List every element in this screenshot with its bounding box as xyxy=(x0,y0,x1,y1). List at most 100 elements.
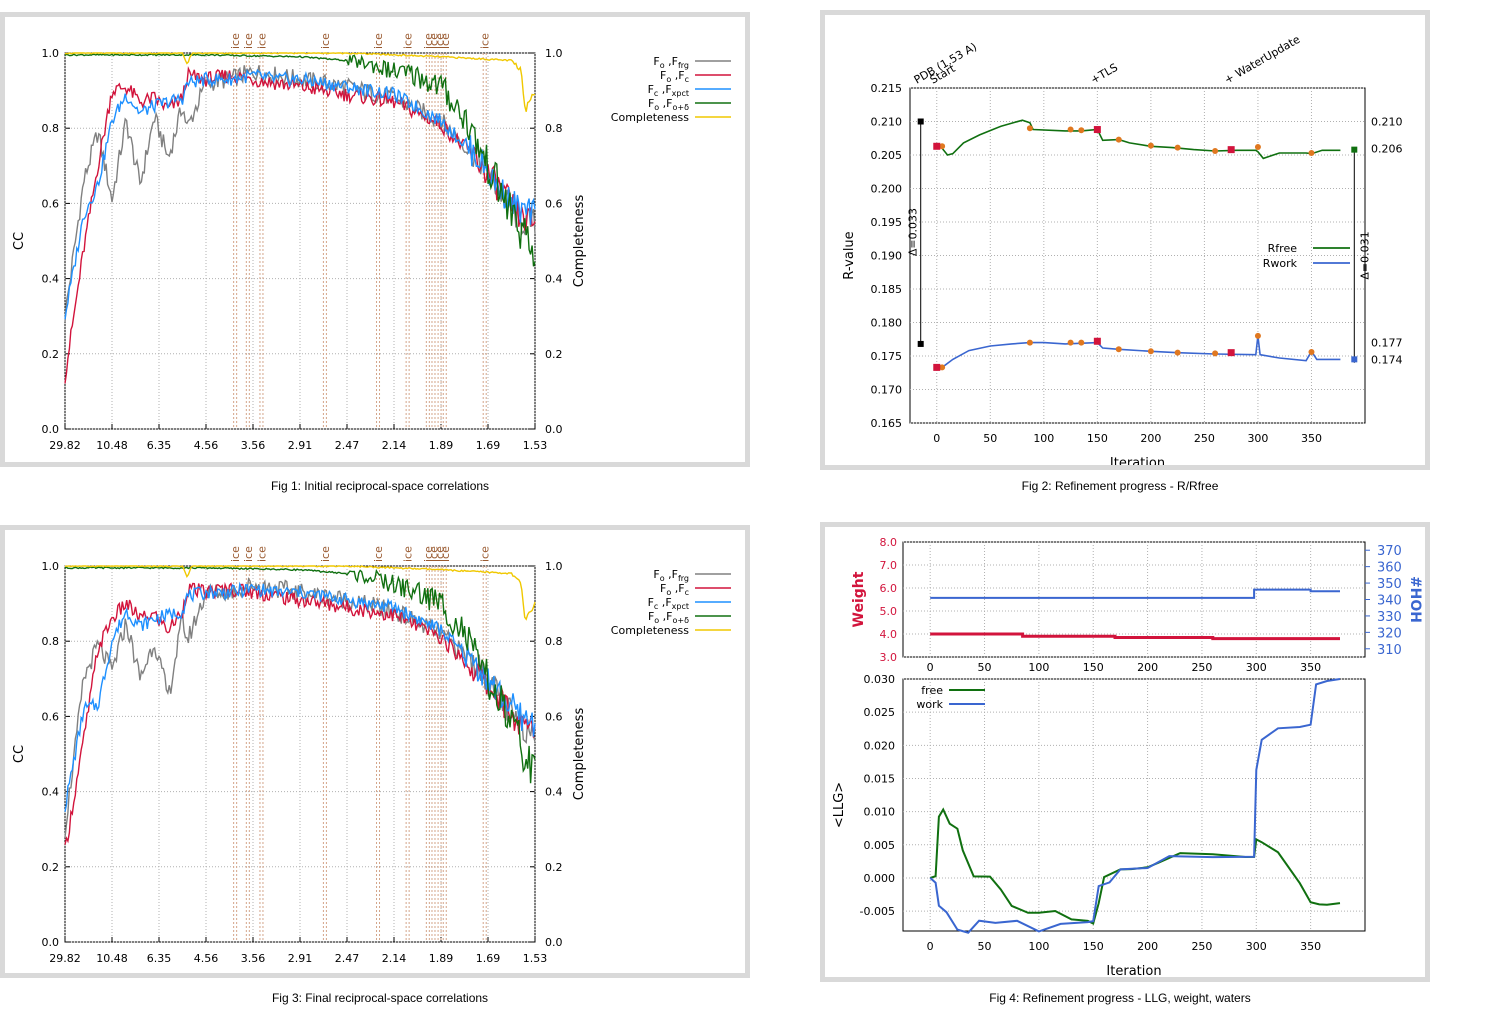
x-tick-label: 29.82 xyxy=(49,439,81,452)
ice-ring-label: ice xyxy=(479,33,492,49)
x-tick-label: 6.35 xyxy=(147,439,172,452)
x-tick-label: 250 xyxy=(1191,940,1212,953)
ice-ring-label: ice xyxy=(402,546,415,562)
legend-label: Rfree xyxy=(1268,242,1298,255)
series-line-completeness xyxy=(64,565,536,621)
x-tick-label: 3.56 xyxy=(241,439,266,452)
hoh-tick-label: 370 xyxy=(1377,544,1402,559)
series-line-fofo xyxy=(64,566,536,784)
x-tick-label: 350 xyxy=(1300,940,1321,953)
y-axis-label: CC xyxy=(12,745,27,763)
y-tick-label: 0.000 xyxy=(864,872,896,885)
y-tick-label: 0.6 xyxy=(42,710,60,723)
y-tick-label: 0.210 xyxy=(871,116,903,129)
y-tick-label: 0.205 xyxy=(871,149,903,162)
ice-ring-label: ice xyxy=(372,546,385,562)
ice-ring-label: ice xyxy=(229,33,242,49)
weight-tick-label: 7.0 xyxy=(880,559,898,572)
right-value-label: 0.177 xyxy=(1371,337,1403,350)
fig2-chart: 0.165 0.170 0.175 0.180 0.185 0.190 0.195 0.200… xyxy=(842,33,1403,465)
x-tick-label: 29.82 xyxy=(49,952,81,965)
x-tick-label: 250 xyxy=(1191,661,1212,674)
weight-line xyxy=(930,632,1340,641)
x-tick-label: 10.48 xyxy=(96,439,128,452)
legend-label: Fc ,Fxpct xyxy=(648,83,689,98)
y2-axis-label: Completeness xyxy=(572,708,587,801)
y-tick-label: 0.180 xyxy=(871,317,903,330)
ice-ring-label: ice xyxy=(479,546,492,562)
x-tick-label: 200 xyxy=(1137,940,1158,953)
ice-ring-label: ice xyxy=(242,546,255,562)
weight-tick-label: 5.0 xyxy=(880,605,898,618)
y-axis-label: R-value xyxy=(842,231,857,279)
ice-ring-label: ice xyxy=(422,33,435,49)
weight-tick-label: 8.0 xyxy=(880,536,898,549)
x-tick-label: 1.89 xyxy=(429,952,454,965)
legend-label: Fo ,Ffrg xyxy=(653,55,689,70)
weight-tick-label: 6.0 xyxy=(880,582,898,595)
ice-ring-label: ice xyxy=(402,33,415,49)
y-tick-label: 0.4 xyxy=(42,273,60,286)
y-tick-label: 0.190 xyxy=(871,250,903,263)
weight-tick-label: 4.0 xyxy=(880,628,898,641)
ice-ring-label: ice xyxy=(372,33,385,49)
plot-frame xyxy=(909,87,1366,424)
x-tick-label: 300 xyxy=(1247,432,1268,445)
y-tick-label: 0.8 xyxy=(42,635,60,648)
fig3-chart: 0.0 0.0 0.2 0.2 0.4 0.4 0.6 0.6 0.8 0.8 1.0 1.0 29.8… xyxy=(12,546,731,965)
x-tick-label: 200 xyxy=(1140,432,1161,445)
orange-marker xyxy=(1115,136,1122,143)
legend-label: Fo ,Fo+δ xyxy=(648,97,689,112)
fig4-caption: Fig 4: Refinement progress - LLG, weight… xyxy=(989,991,1251,1005)
x-tick-label: 1.53 xyxy=(523,439,548,452)
hoh-line xyxy=(930,588,1340,599)
y2-tick-label: 0.4 xyxy=(545,273,563,286)
green-marker xyxy=(1351,146,1358,153)
x-tick-label: 50 xyxy=(983,432,997,445)
x-tick-label: 10.48 xyxy=(96,952,128,965)
plot-frame xyxy=(64,52,536,430)
x-tick-label: 2.14 xyxy=(382,952,407,965)
y2-tick-label: 0.0 xyxy=(545,936,563,949)
x-tick-label: 300 xyxy=(1246,661,1267,674)
ice-ring-label: ice xyxy=(439,546,452,562)
ice-ring-label: ice xyxy=(427,546,440,562)
y-tick-label: 0.010 xyxy=(864,806,896,819)
ice-ring-label: ice xyxy=(434,33,447,49)
x-tick-label: 2.47 xyxy=(335,439,360,452)
x-tick-label: 0 xyxy=(933,432,940,445)
ice-ring-label: ice xyxy=(255,546,268,562)
y2-tick-label: 0.6 xyxy=(545,197,563,210)
fig1-chart: 0.0 0.0 0.2 0.2 0.4 0.4 0.6 0.6 0.8 0.8 1.0 1.0 29.8… xyxy=(12,33,731,452)
series-line-fofc xyxy=(64,65,536,384)
red-marker xyxy=(1227,146,1235,154)
x-tick-label: 1.69 xyxy=(476,952,501,965)
y-tick-label: 0.200 xyxy=(871,183,903,196)
ice-ring-label: ice xyxy=(255,33,268,49)
orange-marker xyxy=(1078,127,1085,134)
black-marker xyxy=(917,340,924,347)
x-axis-label: Iteration xyxy=(1106,964,1161,977)
orange-marker xyxy=(1078,339,1085,346)
x-tick-label: 4.56 xyxy=(194,439,219,452)
x-tick-label: 2.91 xyxy=(288,952,313,965)
orange-marker xyxy=(939,364,946,371)
series-line-foffrg xyxy=(64,65,536,323)
x-tick-label: 200 xyxy=(1137,661,1158,674)
top-annotation: +TLS xyxy=(1088,61,1120,87)
orange-marker xyxy=(1147,142,1154,149)
right-value-label: 0.210 xyxy=(1371,116,1403,129)
fig3-caption: Fig 3: Final reciprocal-space correlatio… xyxy=(271,991,489,1005)
x-tick-label: 350 xyxy=(1300,661,1321,674)
ice-ring-label: ice xyxy=(434,546,447,562)
y-tick-label: 0.215 xyxy=(871,82,903,95)
x-tick-label: 150 xyxy=(1087,432,1108,445)
x-tick-label: 6.35 xyxy=(147,952,172,965)
legend-label: Fo ,Fo+δ xyxy=(648,610,689,625)
x-tick-label: 150 xyxy=(1083,661,1104,674)
black-marker xyxy=(917,118,924,125)
y-tick-label: -0.005 xyxy=(860,905,895,918)
fig1-caption: Fig 1: Initial reciprocal-space correlat… xyxy=(270,479,490,493)
series-line-fcfxpct xyxy=(64,68,536,320)
series-line-rfree xyxy=(936,119,1341,160)
